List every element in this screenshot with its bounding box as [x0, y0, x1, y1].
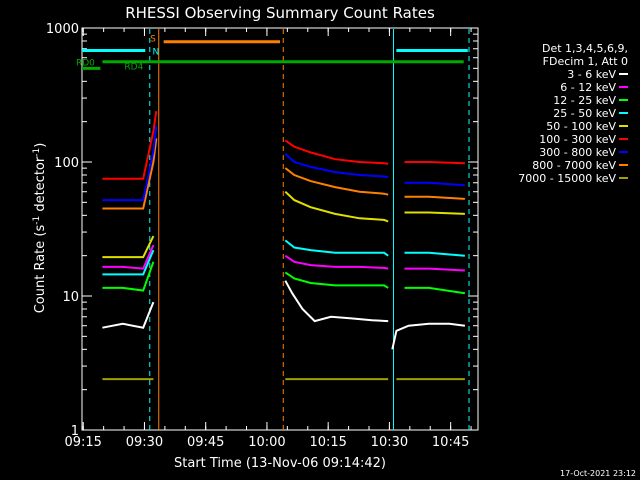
y-tick-label: 1	[71, 424, 79, 439]
series-line	[404, 161, 465, 165]
y-axis-label-sup: -1	[32, 216, 42, 225]
x-tick-label: 10:30	[371, 435, 408, 450]
x-tick-label: 10:00	[248, 435, 285, 450]
footer-timestamp: 17-Oct-2021 23:12	[560, 469, 636, 478]
series-line	[102, 138, 158, 210]
series-100-300-kev	[102, 110, 465, 180]
x-tick-label: 10:45	[432, 435, 469, 450]
series-line	[391, 322, 466, 350]
chart-title: RHESSI Observing Summary Count Rates	[125, 4, 435, 22]
series-line	[284, 167, 389, 196]
legend-entry-label: 3 - 6 keV	[567, 68, 616, 81]
series-line	[102, 110, 158, 180]
y-tick-label: 1000	[46, 22, 79, 37]
y-axis-label-sup2: -1	[32, 148, 42, 157]
series-50-100-kev	[102, 190, 465, 259]
x-tick-label: 09:45	[187, 435, 224, 450]
series-line	[404, 211, 465, 215]
y-axis-label-end: )	[33, 143, 48, 148]
plot-area: 1 10 100 1000 09:15 09:30 09:45 10:00 10:15 10:30…	[46, 22, 479, 450]
plot-frame	[81, 27, 479, 431]
series-800-7000-kev	[102, 138, 465, 210]
y-tick-label: 10	[62, 290, 79, 305]
series-line	[284, 190, 389, 223]
flag-label: RD4	[124, 63, 143, 73]
series-12-25-kev	[102, 261, 466, 295]
series-line	[404, 286, 466, 295]
series-6-12-kev	[102, 244, 465, 272]
legend-entry-label: 12 - 25 keV	[553, 94, 616, 107]
y-axis-label-main: Count Rate (s	[33, 225, 48, 314]
legend-entry-label: 800 - 7000 keV	[532, 159, 616, 172]
series-line	[404, 251, 465, 257]
x-tick-label: 10:15	[309, 435, 346, 450]
legend-entry-label: 50 - 100 keV	[546, 120, 616, 133]
series-line	[284, 153, 389, 179]
series-3-6-kev	[102, 280, 466, 350]
series-line	[284, 139, 389, 165]
series-line	[102, 244, 155, 270]
legend-entry-label: 100 - 300 keV	[539, 133, 616, 146]
legend-entry-label: 300 - 800 keV	[539, 146, 616, 159]
series-line	[102, 249, 155, 276]
series-line	[102, 235, 155, 259]
legend-header-line: FDecim 1, Att 0	[543, 55, 628, 68]
series-300-800-kev	[102, 126, 465, 202]
series-line	[102, 261, 155, 292]
series-line	[284, 254, 389, 270]
series-25-50-kev	[102, 239, 465, 276]
x-axis-label: Start Time (13-Nov-06 09:14:42)	[174, 456, 386, 471]
series-line	[404, 267, 465, 272]
flag-label: RD0	[76, 58, 95, 68]
legend-header-line: Det 1,3,4,5,6,9,	[542, 42, 628, 55]
top-marker-label: S	[150, 34, 156, 44]
y-tick-label: 100	[54, 156, 79, 171]
x-tick-label: 09:15	[64, 435, 101, 450]
legend: Det 1,3,4,5,6,9,FDecim 1, Att 03 - 6 keV…	[518, 42, 628, 185]
legend-entry-label: 6 - 12 keV	[560, 81, 616, 94]
series-line	[404, 195, 465, 200]
top-marker-label: N	[153, 47, 160, 57]
series-line	[102, 301, 155, 329]
series-line	[404, 181, 465, 187]
legend-entry-label: 25 - 50 keV	[553, 107, 616, 120]
series-line	[102, 126, 158, 202]
x-tick-label: 09:30	[126, 435, 163, 450]
series-line	[284, 271, 389, 289]
y-axis-label: Count Rate (s-1 detector-1)	[32, 143, 48, 314]
series-line	[284, 280, 389, 323]
series-line	[284, 239, 389, 257]
legend-entry-label: 7000 - 15000 keV	[518, 172, 616, 185]
y-axis-label-mid: detector	[33, 156, 48, 216]
